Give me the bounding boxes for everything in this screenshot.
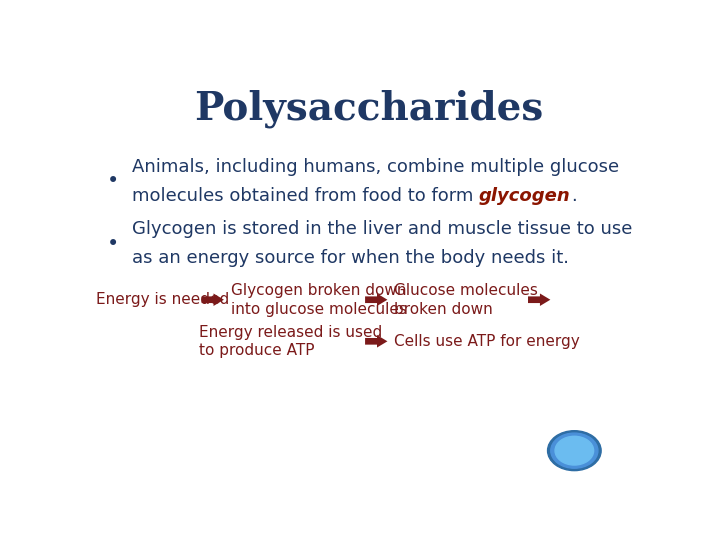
Text: Energy is needed: Energy is needed — [96, 292, 229, 307]
Text: molecules obtained from food to form: molecules obtained from food to form — [132, 187, 479, 205]
Circle shape — [555, 436, 593, 465]
Text: .: . — [571, 187, 577, 205]
Text: glycogen: glycogen — [479, 187, 571, 205]
Text: Glycogen is stored in the liver and muscle tissue to use: Glycogen is stored in the liver and musc… — [132, 220, 632, 238]
Text: Animals, including humans, combine multiple glucose: Animals, including humans, combine multi… — [132, 158, 619, 176]
Text: Glucose molecules
broken down: Glucose molecules broken down — [394, 283, 538, 316]
Text: •: • — [107, 234, 119, 254]
Text: Glycogen broken down
into glucose molecules: Glycogen broken down into glucose molecu… — [230, 283, 407, 316]
Text: Energy released is used
to produce ATP: Energy released is used to produce ATP — [199, 325, 382, 358]
Text: Cells use ATP for energy: Cells use ATP for energy — [394, 334, 580, 349]
Text: •: • — [107, 171, 119, 191]
Circle shape — [551, 433, 598, 468]
Text: Polysaccharides: Polysaccharides — [194, 89, 544, 127]
Circle shape — [548, 431, 601, 471]
Text: as an energy source for when the body needs it.: as an energy source for when the body ne… — [132, 249, 569, 267]
